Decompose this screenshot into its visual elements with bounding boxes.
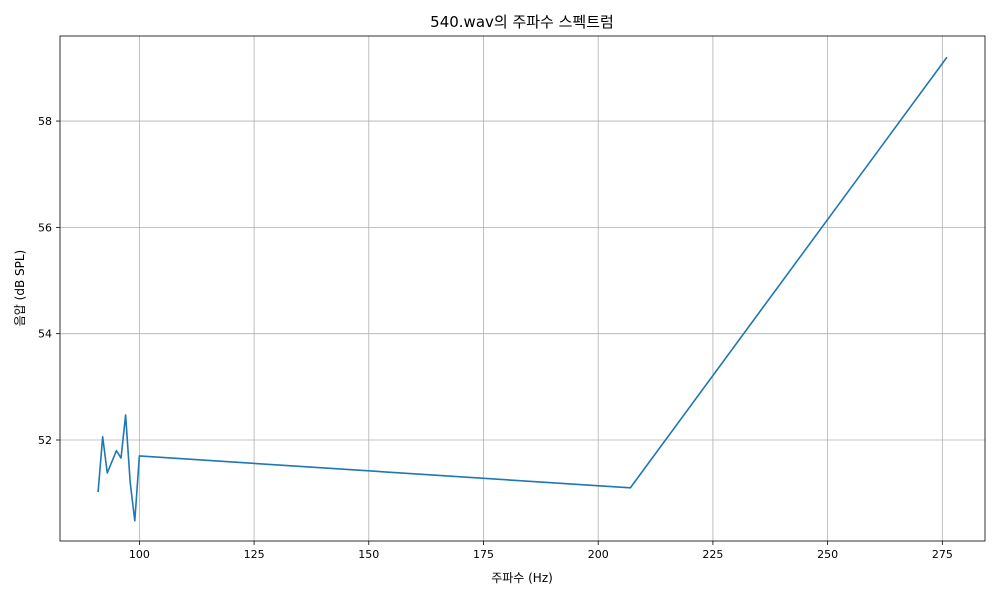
x-tick-label: 250 bbox=[817, 548, 838, 561]
x-tick-label: 225 bbox=[702, 548, 723, 561]
x-tick-label: 175 bbox=[473, 548, 494, 561]
x-tick-label: 150 bbox=[358, 548, 379, 561]
chart-title: 540.wav의 주파수 스펙트럼 bbox=[430, 13, 614, 31]
axis-ticks: 100 125 150 175 200 225 250 275 52 54 56 58 bbox=[38, 115, 953, 561]
y-tick-label: 58 bbox=[38, 115, 52, 128]
x-axis-label: 주파수 (Hz) bbox=[491, 571, 553, 585]
y-tick-label: 52 bbox=[38, 434, 52, 447]
series-line bbox=[97, 56, 948, 522]
y-tick-label: 54 bbox=[38, 328, 52, 341]
x-tick-label: 125 bbox=[244, 548, 265, 561]
series-layer bbox=[97, 56, 948, 522]
y-axis-label: 음압 (dB SPL) bbox=[13, 250, 27, 326]
y-tick-label: 56 bbox=[38, 221, 52, 234]
x-tick-label: 275 bbox=[932, 548, 953, 561]
grid-lines bbox=[60, 36, 985, 541]
x-tick-label: 100 bbox=[129, 548, 150, 561]
x-tick-label: 200 bbox=[588, 548, 609, 561]
plot-frame bbox=[59, 35, 986, 542]
